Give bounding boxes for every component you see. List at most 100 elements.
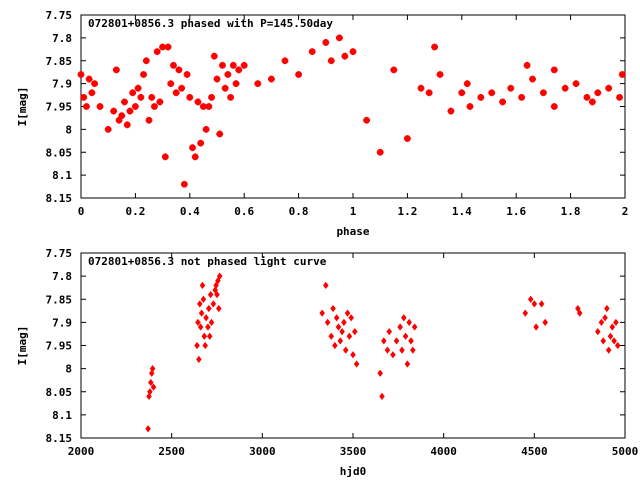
phased-data-point xyxy=(178,84,186,92)
phased-y-tick-label: 8.15 xyxy=(46,192,73,205)
unphased-x-tick-label: 5000 xyxy=(612,445,639,458)
phased-y-tick-label: 8 xyxy=(65,123,72,136)
unphased-data-point xyxy=(410,346,416,354)
phased-data-point xyxy=(390,66,398,74)
phased-x-tick-label: 2 xyxy=(622,205,629,218)
phased-x-tick-label: 0.2 xyxy=(125,205,145,218)
phased-y-tick-label: 7.8 xyxy=(52,32,72,45)
unphased-data-point xyxy=(323,281,329,289)
phased-data-point xyxy=(145,116,153,124)
phased-data-point xyxy=(523,61,531,69)
phased-data-point xyxy=(376,148,384,156)
unphased-data-point xyxy=(575,304,581,313)
phased-data-point xyxy=(458,89,466,97)
phased-data-point xyxy=(341,52,349,60)
phased-data-point xyxy=(110,107,118,115)
phased-data-point xyxy=(129,89,137,97)
unphased-data-point xyxy=(538,300,545,308)
unphased-data-point xyxy=(324,318,331,326)
phased-data-point xyxy=(161,153,169,161)
unphased-data-point xyxy=(196,300,203,308)
unphased-data-point xyxy=(381,337,387,345)
unphased-data-point xyxy=(400,314,407,322)
unphased-data-point xyxy=(198,309,205,317)
unphased-data-point xyxy=(212,286,218,294)
phased-data-point xyxy=(463,80,471,88)
phased-data-point xyxy=(77,71,85,78)
unphased-data-point xyxy=(332,341,338,350)
phased-data-point xyxy=(91,80,98,88)
unphased-data-point xyxy=(613,318,619,326)
phased-data-point xyxy=(518,93,526,101)
unphased-data-point xyxy=(206,304,212,313)
unphased-plot-panel: 2000 2500 3000 3500 4000 4500 5000 7.75 7.8 7.85 7… xyxy=(16,247,638,478)
unphased-data-point xyxy=(542,318,548,326)
phased-data-point xyxy=(142,57,150,65)
unphased-data-point xyxy=(199,281,206,289)
unphased-x-tick-label: 3500 xyxy=(340,445,367,458)
phased-data-point xyxy=(550,66,558,74)
unphased-data-point xyxy=(202,341,208,350)
unphased-data-point xyxy=(203,314,209,322)
phased-data-point xyxy=(488,89,496,97)
phased-y-tick-label: 7.9 xyxy=(52,78,72,91)
unphased-data-point xyxy=(397,323,403,331)
phased-x-tick-label: 0.8 xyxy=(289,205,309,218)
unphased-data-point xyxy=(206,332,213,340)
phased-data-point xyxy=(605,84,613,92)
unphased-data-point xyxy=(337,337,344,345)
unphased-data-point xyxy=(611,337,617,345)
phased-data-point xyxy=(322,39,330,46)
phased-x-tick-label: 1.8 xyxy=(561,205,581,218)
phased-data-point xyxy=(88,89,96,97)
unphased-data-point xyxy=(384,346,391,354)
unphased-data-point xyxy=(390,351,396,359)
phased-y-tick-label: 8.05 xyxy=(46,146,73,159)
unphased-data-point xyxy=(335,323,342,331)
phased-data-point xyxy=(499,98,506,106)
unphased-x-tick-label: 2000 xyxy=(68,445,95,458)
unphased-data-point xyxy=(527,295,534,303)
unphased-data-point xyxy=(406,318,412,326)
phased-data-point xyxy=(540,89,547,97)
phased-data-point xyxy=(216,130,224,138)
phased-data-point xyxy=(224,71,232,78)
phased-data-point xyxy=(156,98,164,106)
unphased-data-point xyxy=(208,318,215,326)
phased-data-point xyxy=(205,103,213,110)
phased-data-point xyxy=(572,80,580,88)
phased-data-point xyxy=(349,48,357,55)
unphased-data-point xyxy=(350,351,356,359)
phased-data-point xyxy=(140,71,147,78)
phased-x-axis-label: phase xyxy=(336,225,369,238)
unphased-data-point xyxy=(602,314,608,322)
unphased-data-point xyxy=(150,383,157,391)
phased-data-point xyxy=(229,61,237,69)
phased-x-tick-label: 0.4 xyxy=(180,205,200,218)
phased-data-point xyxy=(118,112,126,120)
unphased-data-point xyxy=(344,309,351,317)
unphased-data-point xyxy=(319,309,325,317)
unphased-data-point xyxy=(377,369,383,377)
phased-data-point xyxy=(240,61,248,69)
unphased-data-point xyxy=(210,300,217,308)
phased-data-point xyxy=(477,93,485,101)
phased-data-point xyxy=(507,84,515,92)
phased-x-tick-label: 1.2 xyxy=(397,205,417,218)
phased-data-point xyxy=(115,116,123,124)
unphased-y-tick-label: 7.75 xyxy=(46,247,73,260)
phased-data-point xyxy=(153,48,161,55)
unphased-y-axis-label: I[mag] xyxy=(16,326,29,366)
phased-data-point xyxy=(235,66,243,74)
unphased-data-point xyxy=(348,314,354,322)
phased-data-point xyxy=(126,107,134,115)
unphased-data-point xyxy=(614,341,621,350)
unphased-data-point xyxy=(197,323,204,331)
unphased-y-tick-label: 8.05 xyxy=(46,386,73,399)
phased-data-point xyxy=(96,103,104,110)
unphased-x-tick-label: 4500 xyxy=(521,445,548,458)
phased-data-point xyxy=(210,52,218,60)
phased-data-point xyxy=(363,116,370,124)
unphased-data-point xyxy=(346,332,353,340)
unphased-data-point xyxy=(328,332,335,340)
